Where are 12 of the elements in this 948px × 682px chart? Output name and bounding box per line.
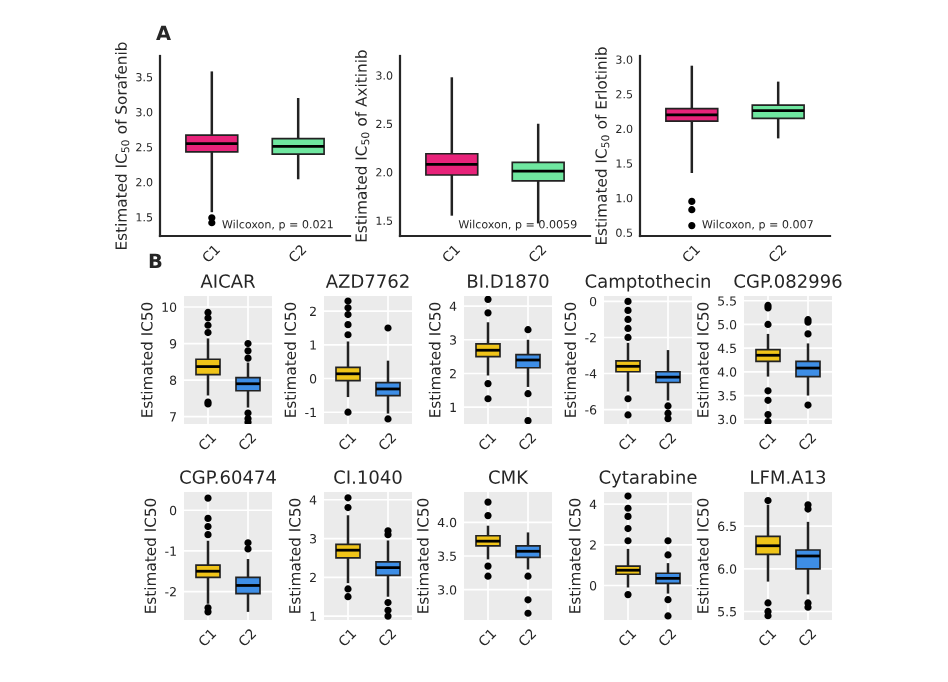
chart-title: CGP.082996	[734, 274, 842, 288]
chart-title: CMK	[489, 470, 529, 484]
text: A	[156, 25, 171, 40]
text: B	[149, 253, 162, 268]
chart-title: AICAR	[200, 274, 256, 288]
chart-title: CGP.60474	[180, 470, 276, 484]
chart-title: AZD7762	[325, 274, 409, 288]
chart-title: Cytarabine	[599, 469, 697, 488]
chart-title: Camptothecin	[585, 273, 710, 292]
chart-title: CI.1040	[334, 470, 402, 484]
chart-title: LFM.A13	[751, 470, 826, 484]
chart-title: BI.D1870	[468, 274, 549, 288]
